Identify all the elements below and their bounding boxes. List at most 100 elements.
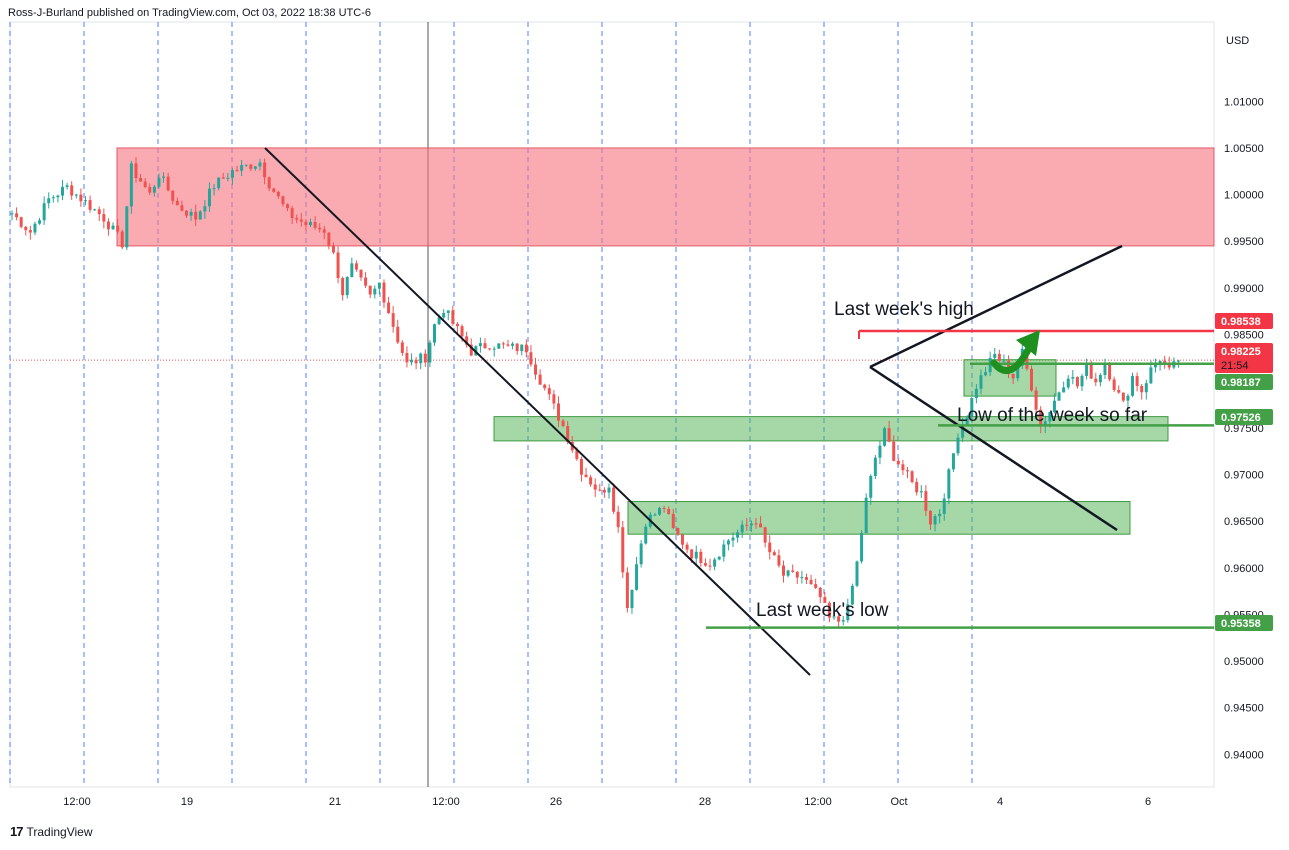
candle-body bbox=[212, 188, 216, 190]
candle-body bbox=[79, 194, 83, 202]
candle-body bbox=[492, 348, 496, 350]
candle-body bbox=[745, 524, 749, 526]
candle-body bbox=[1039, 409, 1043, 427]
candle-body bbox=[373, 288, 377, 295]
candle-body bbox=[460, 326, 464, 337]
candle-body bbox=[846, 604, 850, 621]
x-tick-label: 19 bbox=[181, 796, 193, 808]
candle-body bbox=[400, 342, 404, 353]
candle-body bbox=[616, 511, 620, 528]
candle-body bbox=[653, 514, 657, 516]
candle-body bbox=[841, 620, 845, 622]
candle-body bbox=[249, 164, 253, 169]
candle-body bbox=[139, 178, 143, 182]
candle-body bbox=[860, 533, 864, 562]
candle-body bbox=[511, 343, 515, 346]
price-label-text: 0.98538 bbox=[1221, 316, 1261, 328]
y-tick-label: 1.00000 bbox=[1224, 190, 1264, 202]
candle-body bbox=[368, 285, 372, 295]
candle-body bbox=[694, 551, 698, 559]
candle-body bbox=[61, 187, 65, 196]
candle-body bbox=[1153, 364, 1157, 368]
candle-body bbox=[331, 245, 335, 253]
wedge-upper-line bbox=[869, 244, 1123, 369]
candle-body bbox=[832, 616, 836, 618]
candle-body bbox=[465, 336, 469, 345]
footer: 17 TradingView bbox=[10, 824, 93, 839]
candle-body bbox=[47, 198, 51, 204]
candle-body bbox=[1126, 395, 1130, 401]
candle-body bbox=[24, 226, 28, 231]
candle-body bbox=[607, 487, 611, 493]
candle-body bbox=[892, 441, 896, 461]
candle-body bbox=[690, 549, 694, 559]
candle-body bbox=[809, 579, 813, 585]
candle-body bbox=[984, 372, 988, 376]
candle-body bbox=[1121, 392, 1125, 401]
candle-body bbox=[1144, 383, 1148, 393]
candle-body bbox=[997, 353, 1001, 361]
demand-zone bbox=[493, 416, 1169, 442]
candle-body bbox=[28, 230, 32, 233]
candle-body bbox=[469, 344, 473, 356]
candle-body bbox=[786, 570, 790, 576]
candle-body bbox=[377, 282, 381, 289]
candle-body bbox=[1117, 390, 1121, 393]
candle-body bbox=[768, 542, 772, 553]
candle-body bbox=[878, 445, 882, 458]
arrow-head-icon bbox=[1016, 330, 1040, 356]
candle-body bbox=[713, 559, 717, 567]
candle-body bbox=[263, 162, 267, 178]
candle-body bbox=[166, 176, 170, 191]
y-tick-label: 0.95000 bbox=[1224, 656, 1264, 668]
candle-body bbox=[818, 587, 822, 598]
y-tick-label: 0.98500 bbox=[1224, 330, 1264, 342]
x-tick-label: 26 bbox=[550, 796, 562, 808]
candle-body bbox=[543, 384, 547, 389]
candle-body bbox=[497, 343, 501, 349]
candle-body bbox=[345, 276, 349, 296]
candle-body bbox=[1085, 362, 1089, 376]
candlesticks bbox=[10, 157, 1180, 629]
candle-body bbox=[795, 571, 799, 578]
candle-body bbox=[1080, 375, 1084, 387]
candle-body bbox=[556, 403, 560, 421]
candle-body bbox=[423, 353, 427, 363]
candle-body bbox=[65, 185, 69, 188]
candle-body bbox=[561, 420, 565, 427]
candle-body bbox=[414, 359, 418, 364]
candle-body bbox=[10, 213, 14, 215]
price-label-text: 0.98225 bbox=[1221, 346, 1261, 358]
last-week-low-label: Last week's low bbox=[756, 600, 889, 621]
candle-body bbox=[396, 326, 400, 343]
week-low-so-far-label: Low of the week so far bbox=[957, 405, 1148, 426]
candle-body bbox=[979, 375, 983, 389]
currency-label: USD bbox=[1226, 35, 1249, 47]
candle-body bbox=[203, 206, 207, 212]
time-axis[interactable]: 12:00 19 21 12:00 26 28 12:00 Oct 4 6 bbox=[63, 796, 1151, 808]
candle-body bbox=[635, 564, 639, 590]
candle-body bbox=[731, 537, 735, 541]
price-label-badge bbox=[1215, 313, 1273, 329]
candle-body bbox=[1108, 363, 1112, 380]
candle-body bbox=[240, 165, 244, 171]
curved-arrow-icon bbox=[990, 346, 1032, 374]
y-tick-label: 0.99000 bbox=[1224, 283, 1264, 295]
candle-body bbox=[1103, 363, 1107, 375]
candle-body bbox=[419, 353, 423, 364]
candle-body bbox=[410, 359, 414, 363]
candle-body bbox=[230, 170, 234, 178]
candle-body bbox=[915, 482, 919, 493]
candle-body bbox=[364, 277, 368, 286]
countdown-text: 21:54 bbox=[1221, 360, 1249, 372]
candle-body bbox=[942, 498, 946, 514]
y-tick-label: 0.96500 bbox=[1224, 516, 1264, 528]
candle-body bbox=[993, 353, 997, 358]
candle-body bbox=[290, 208, 294, 219]
candle-body bbox=[1016, 365, 1020, 379]
candle-body bbox=[804, 577, 808, 580]
candle-body bbox=[639, 543, 643, 565]
candle-body bbox=[405, 352, 409, 363]
price-axis[interactable]: USD 1.01000 1.00500 1.00000 0.99500 0.99000 0.… bbox=[1215, 35, 1273, 761]
